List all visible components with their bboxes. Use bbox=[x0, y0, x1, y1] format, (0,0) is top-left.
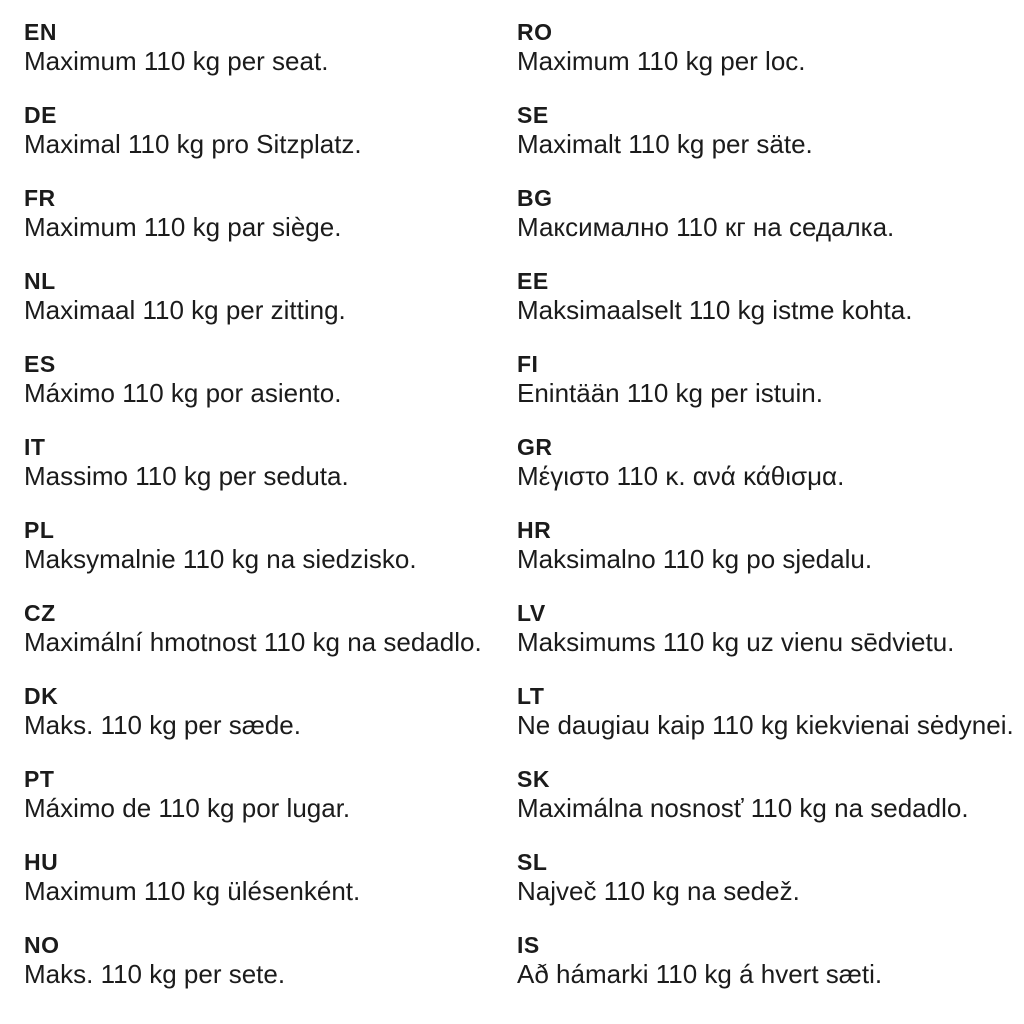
translation-text: Maximal 110 kg pro Sitzplatz. bbox=[24, 129, 362, 159]
language-entry-fr: FR Maximum 110 kg par siège. bbox=[24, 184, 517, 242]
language-entry-sk: SK Maximálna nosnosť 110 kg na sedadlo. bbox=[517, 765, 1024, 823]
language-entry-pt: PT Máximo de 110 kg por lugar. bbox=[24, 765, 517, 823]
language-entry-is: IS Að hámarki 110 kg á hvert sæti. bbox=[517, 931, 1024, 989]
translation-text: Maksimalno 110 kg po sjedalu. bbox=[517, 544, 873, 574]
translation-text: Máximo de 110 kg por lugar. bbox=[24, 793, 351, 823]
right-column: RO Maximum 110 kg per loc. SE Maximalt 1… bbox=[517, 18, 1024, 1014]
language-entry-nl: NL Maximaal 110 kg per zitting. bbox=[24, 267, 517, 325]
translation-text: Maksimums 110 kg uz vienu sēdvietu. bbox=[517, 627, 955, 657]
language-code: HR bbox=[517, 517, 552, 543]
language-entry-pl: PL Maksymalnie 110 kg na siedzisko. bbox=[24, 516, 517, 574]
translation-text: Maximální hmotnost 110 kg na sedadlo. bbox=[24, 627, 482, 657]
language-code: NO bbox=[24, 932, 60, 958]
translation-text: Maksimaalselt 110 kg istme kohta. bbox=[517, 295, 913, 325]
language-entry-ro: RO Maximum 110 kg per loc. bbox=[517, 18, 1024, 76]
translation-text: Maximum 110 kg par siège. bbox=[24, 212, 342, 242]
language-code: SL bbox=[517, 849, 548, 875]
language-entry-lv: LV Maksimums 110 kg uz vienu sēdvietu. bbox=[517, 599, 1024, 657]
translation-text: Maks. 110 kg per sete. bbox=[24, 959, 286, 989]
language-entry-ee: EE Maksimaalselt 110 kg istme kohta. bbox=[517, 267, 1024, 325]
translation-text: Максимално 110 кг на седалка. bbox=[517, 212, 895, 242]
language-code: GR bbox=[517, 434, 553, 460]
translation-text: Maximum 110 kg per seat. bbox=[24, 46, 329, 76]
language-code: DE bbox=[24, 102, 57, 128]
language-code: SK bbox=[517, 766, 550, 792]
translation-text: Maks. 110 kg per sæde. bbox=[24, 710, 301, 740]
language-entry-gr: GR Μέγιστο 110 κ. ανά κάθισμα. bbox=[517, 433, 1024, 491]
translation-text: Maximálna nosnosť 110 kg na sedadlo. bbox=[517, 793, 969, 823]
language-entry-lt: LT Ne daugiau kaip 110 kg kiekvienai sėd… bbox=[517, 682, 1024, 740]
language-entry-hr: HR Maksimalno 110 kg po sjedalu. bbox=[517, 516, 1024, 574]
language-code: EN bbox=[24, 19, 57, 45]
language-code: CZ bbox=[24, 600, 56, 626]
translation-text: Ne daugiau kaip 110 kg kiekvienai sėdyne… bbox=[517, 710, 1014, 740]
language-code: NL bbox=[24, 268, 56, 294]
language-code: PL bbox=[24, 517, 55, 543]
language-entry-en: EN Maximum 110 kg per seat. bbox=[24, 18, 517, 76]
translation-text: Maksymalnie 110 kg na siedzisko. bbox=[24, 544, 417, 574]
language-entry-cz: CZ Maximální hmotnost 110 kg na sedadlo. bbox=[24, 599, 517, 657]
language-code: FR bbox=[24, 185, 56, 211]
language-entry-es: ES Máximo 110 kg por asiento. bbox=[24, 350, 517, 408]
translation-text: Maximum 110 kg ülésenként. bbox=[24, 876, 361, 906]
left-column: EN Maximum 110 kg per seat. DE Maximal 1… bbox=[24, 18, 517, 1014]
language-code: IS bbox=[517, 932, 540, 958]
language-code: DK bbox=[24, 683, 59, 709]
language-entry-se: SE Maximalt 110 kg per säte. bbox=[517, 101, 1024, 159]
language-code: HU bbox=[24, 849, 59, 875]
language-entry-bg: BG Максимално 110 кг на седалка. bbox=[517, 184, 1024, 242]
language-entry-hu: HU Maximum 110 kg ülésenként. bbox=[24, 848, 517, 906]
translation-text: Enintään 110 kg per istuin. bbox=[517, 378, 823, 408]
language-code: BG bbox=[517, 185, 553, 211]
translation-text: Massimo 110 kg per seduta. bbox=[24, 461, 349, 491]
language-code: EE bbox=[517, 268, 549, 294]
translation-text: Maximalt 110 kg per säte. bbox=[517, 129, 813, 159]
language-entry-de: DE Maximal 110 kg pro Sitzplatz. bbox=[24, 101, 517, 159]
translation-text: Að hámarki 110 kg á hvert sæti. bbox=[517, 959, 883, 989]
language-code: RO bbox=[517, 19, 553, 45]
language-entry-it: IT Massimo 110 kg per seduta. bbox=[24, 433, 517, 491]
translation-text: Maximaal 110 kg per zitting. bbox=[24, 295, 346, 325]
translation-text: Maximum 110 kg per loc. bbox=[517, 46, 806, 76]
language-code: IT bbox=[24, 434, 46, 460]
language-code: FI bbox=[517, 351, 539, 377]
language-code: PT bbox=[24, 766, 55, 792]
language-code: LT bbox=[517, 683, 545, 709]
language-code: SE bbox=[517, 102, 549, 128]
language-entry-no: NO Maks. 110 kg per sete. bbox=[24, 931, 517, 989]
language-code: ES bbox=[24, 351, 56, 377]
language-entry-sl: SL Največ 110 kg na sedež. bbox=[517, 848, 1024, 906]
language-entry-dk: DK Maks. 110 kg per sæde. bbox=[24, 682, 517, 740]
translation-text: Μέγιστο 110 κ. ανά κάθισμα. bbox=[517, 461, 845, 491]
translation-text: Máximo 110 kg por asiento. bbox=[24, 378, 342, 408]
translation-text: Največ 110 kg na sedež. bbox=[517, 876, 800, 906]
language-code: LV bbox=[517, 600, 546, 626]
language-entry-fi: FI Enintään 110 kg per istuin. bbox=[517, 350, 1024, 408]
